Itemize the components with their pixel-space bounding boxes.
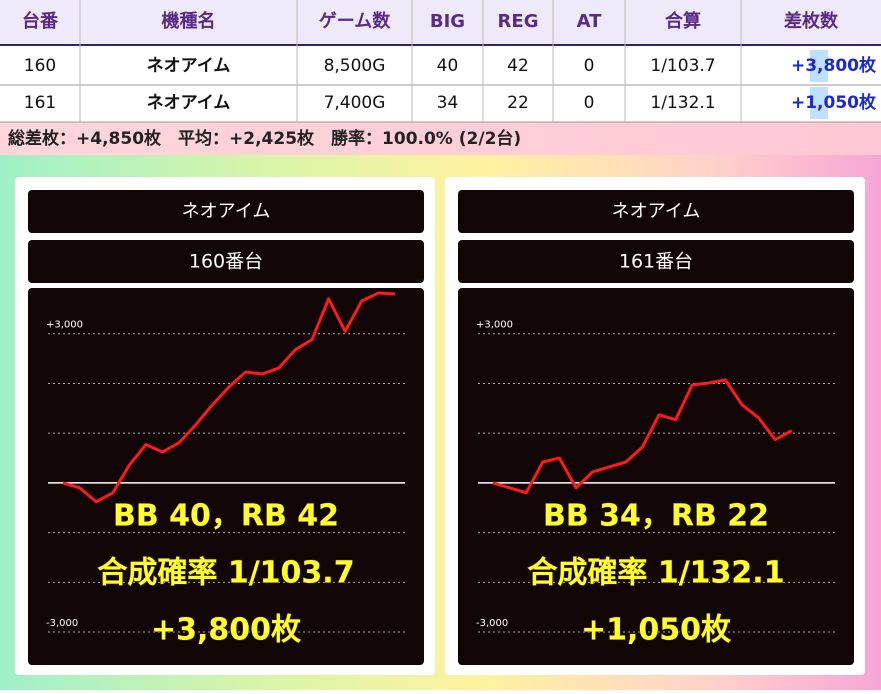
header-cell: REG: [498, 11, 539, 32]
table-cell: +3,800枚: [791, 55, 877, 76]
table-header: [0, 0, 881, 45]
panel-subtitle: 161番台: [619, 251, 693, 273]
annotation: BB 34，RB 22: [543, 499, 769, 534]
table-cell: ネオアイム: [147, 93, 231, 113]
y-tick-label: -3,000: [476, 618, 508, 629]
highlight: [810, 50, 828, 82]
header-cell: BIG: [430, 11, 465, 32]
annotation: 合成確率 1/103.7: [97, 556, 354, 591]
title-box: [28, 190, 424, 233]
header-cell: 機種名: [162, 10, 216, 32]
plot-box: [28, 288, 424, 665]
annotation: BB 40，RB 42: [113, 499, 339, 534]
line-series: [492, 378, 793, 495]
table-cell: 7,400G: [324, 93, 386, 113]
table-body: [0, 45, 881, 122]
panel-subtitle: 160番台: [189, 251, 263, 273]
table-cell: 8,500G: [324, 56, 386, 76]
table-cell: 42: [507, 56, 529, 76]
header-cell: 台番: [22, 10, 59, 32]
header-cell: 差枚数: [784, 10, 839, 32]
table-cell: 1/103.7: [650, 56, 715, 76]
charts: ネオアイム 160番台 +3,000 -3,000 BB 40，RB 42 合成確率 1/…: [15, 177, 865, 675]
table-cell: 0: [584, 93, 595, 113]
table-cell: 40: [437, 56, 459, 76]
panel-title: ネオアイム: [612, 201, 701, 222]
header-cell: 合算: [665, 10, 701, 32]
title-box: [458, 190, 854, 233]
annotation: +1,050枚: [581, 613, 731, 648]
table-cell: 160: [24, 56, 56, 76]
y-tick-label: +3,000: [46, 320, 83, 331]
y-tick-label: -3,000: [46, 618, 78, 629]
header-cell: ゲーム数: [319, 10, 391, 32]
table-cell: 34: [437, 93, 459, 113]
annotation: 合成確率 1/132.1: [527, 556, 784, 591]
table-cell: 0: [584, 56, 595, 76]
summary: 総差枚：+4,850枚 平均：+2,425枚 勝率：100.0% (2/2台): [8, 128, 521, 149]
table-cell: 1/132.1: [650, 93, 715, 113]
y-tick-label: +3,000: [476, 320, 513, 331]
plot-box: [458, 288, 854, 665]
highlight: [810, 87, 828, 119]
panel-title: ネオアイム: [182, 201, 271, 222]
annotation: +3,800枚: [151, 613, 301, 648]
table-cell: ネオアイム: [147, 56, 231, 76]
header-cell: AT: [577, 11, 603, 32]
subtitle-box: [28, 240, 424, 283]
subtitle-box: [458, 240, 854, 283]
table-cell: 22: [507, 93, 529, 113]
line-series: [62, 291, 396, 504]
table-cell: +1,050枚: [791, 92, 877, 113]
summary-bar: [0, 122, 881, 155]
table-cell: 161: [24, 93, 56, 113]
